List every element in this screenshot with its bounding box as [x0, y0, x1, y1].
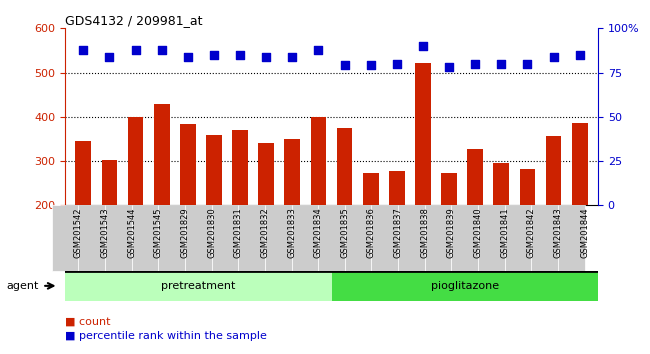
Text: GSM201839: GSM201839 — [447, 207, 456, 258]
Text: GSM201838: GSM201838 — [421, 207, 429, 258]
Text: ■ percentile rank within the sample: ■ percentile rank within the sample — [65, 331, 267, 341]
FancyBboxPatch shape — [451, 205, 478, 271]
Bar — [75, 141, 91, 205]
FancyBboxPatch shape — [185, 205, 212, 271]
Text: GSM201542: GSM201542 — [74, 207, 83, 258]
Text: ■ count: ■ count — [65, 317, 110, 327]
Point — [261, 54, 272, 59]
Text: pretreatment: pretreatment — [161, 281, 235, 291]
Bar — [415, 63, 431, 205]
Point — [470, 61, 480, 67]
Point — [391, 61, 402, 67]
FancyBboxPatch shape — [532, 205, 558, 271]
FancyBboxPatch shape — [504, 205, 532, 271]
Bar — [363, 173, 378, 205]
Bar — [441, 173, 457, 205]
Point — [496, 61, 506, 67]
Text: GSM201544: GSM201544 — [127, 207, 136, 258]
Bar — [258, 143, 274, 205]
Bar — [206, 136, 222, 205]
Bar — [493, 163, 509, 205]
FancyBboxPatch shape — [478, 205, 505, 271]
Bar — [285, 139, 300, 205]
FancyBboxPatch shape — [265, 205, 291, 271]
Bar — [154, 104, 170, 205]
Text: GDS4132 / 209981_at: GDS4132 / 209981_at — [65, 14, 203, 27]
FancyBboxPatch shape — [371, 205, 398, 271]
Text: GSM201545: GSM201545 — [154, 207, 162, 258]
Text: agent: agent — [6, 281, 39, 291]
Text: GSM201835: GSM201835 — [341, 207, 349, 258]
Bar — [127, 117, 144, 205]
FancyBboxPatch shape — [318, 205, 344, 271]
Bar — [337, 128, 352, 205]
Point — [235, 52, 245, 58]
Bar — [311, 117, 326, 205]
Point — [575, 52, 585, 58]
Point — [444, 64, 454, 70]
Point — [418, 43, 428, 49]
Point — [522, 61, 532, 67]
FancyBboxPatch shape — [212, 205, 238, 271]
Text: GSM201829: GSM201829 — [181, 207, 189, 258]
FancyBboxPatch shape — [344, 205, 372, 271]
FancyBboxPatch shape — [158, 205, 185, 271]
Text: GSM201841: GSM201841 — [500, 207, 509, 258]
Bar — [572, 124, 588, 205]
Bar — [467, 149, 483, 205]
Point — [209, 52, 219, 58]
Text: GSM201833: GSM201833 — [287, 207, 296, 258]
FancyBboxPatch shape — [558, 205, 585, 271]
FancyBboxPatch shape — [398, 205, 425, 271]
Point — [183, 54, 193, 59]
FancyBboxPatch shape — [238, 205, 265, 271]
Point — [549, 54, 559, 59]
Text: GSM201543: GSM201543 — [101, 207, 109, 258]
Text: GSM201844: GSM201844 — [580, 207, 589, 258]
Bar — [101, 160, 117, 205]
Point — [339, 63, 350, 68]
Text: GSM201837: GSM201837 — [394, 207, 402, 258]
Text: GSM201843: GSM201843 — [554, 207, 562, 258]
Text: GSM201834: GSM201834 — [314, 207, 322, 258]
Text: GSM201842: GSM201842 — [527, 207, 536, 258]
FancyBboxPatch shape — [105, 205, 131, 271]
Point — [313, 47, 324, 52]
Text: GSM201840: GSM201840 — [474, 207, 482, 258]
FancyBboxPatch shape — [425, 205, 452, 271]
Point — [365, 63, 376, 68]
Bar — [519, 169, 536, 205]
Point — [131, 47, 141, 52]
Point — [78, 47, 88, 52]
Bar — [546, 136, 562, 205]
Text: GSM201832: GSM201832 — [261, 207, 269, 258]
Text: pioglitazone: pioglitazone — [431, 281, 499, 291]
Bar — [232, 130, 248, 205]
FancyBboxPatch shape — [291, 205, 318, 271]
Text: GSM201831: GSM201831 — [234, 207, 242, 258]
Point — [287, 54, 298, 59]
Bar — [332, 271, 598, 301]
Point — [157, 47, 167, 52]
Text: GSM201836: GSM201836 — [367, 207, 376, 258]
FancyBboxPatch shape — [52, 205, 79, 271]
Point — [104, 54, 114, 59]
Bar — [65, 271, 332, 301]
FancyBboxPatch shape — [79, 205, 105, 271]
Bar — [180, 124, 196, 205]
FancyBboxPatch shape — [131, 205, 158, 271]
Text: GSM201830: GSM201830 — [207, 207, 216, 258]
Bar — [389, 171, 405, 205]
